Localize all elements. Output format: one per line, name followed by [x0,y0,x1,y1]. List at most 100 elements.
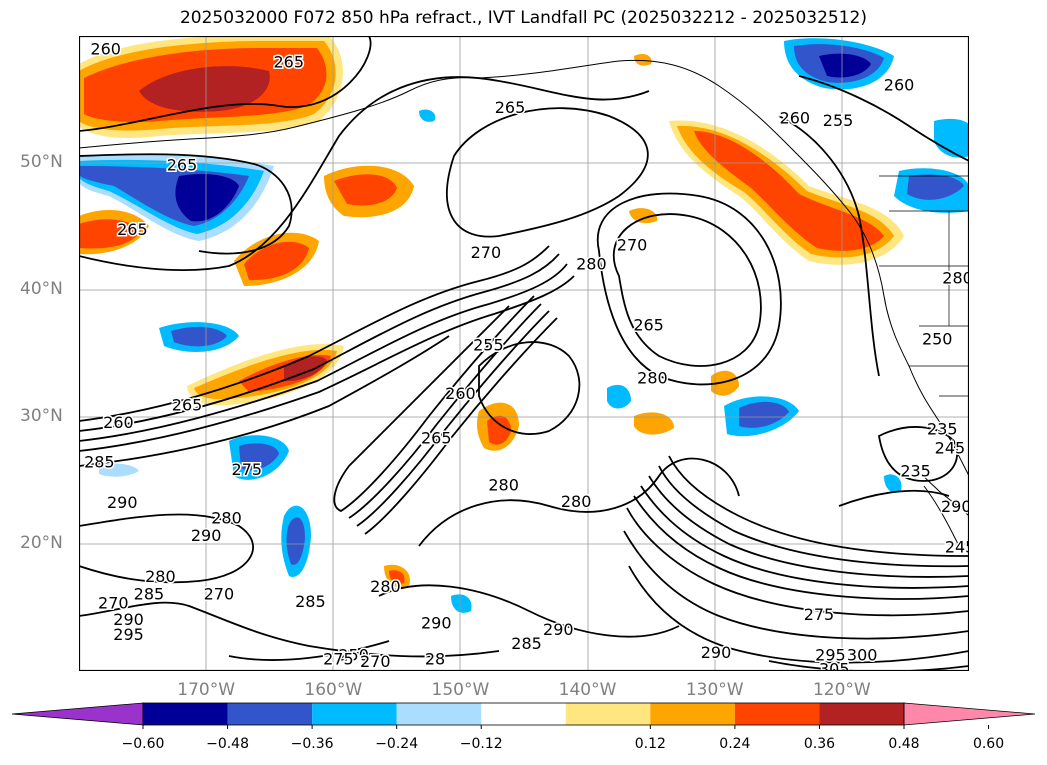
contour-line [626,507,969,617]
contour-label: 235 [927,419,958,438]
contour-line [356,310,550,527]
shade-negative-sm1 [451,594,472,613]
contour-label: 300 [847,645,878,664]
colorbar-tick-label: 0.60 [972,736,1005,752]
shade-negative-sm4 [99,463,139,477]
shade-positive-sm3 [634,53,652,66]
shade-positive-c2-core [334,174,397,206]
colorbar-segment [734,703,820,725]
contour-line [640,485,969,589]
refractivity-contours [79,36,969,671]
contour-label: 280 [576,254,607,273]
shade-positive-se1 [711,370,739,396]
contour-label: 245 [945,538,969,557]
colorbar-segment [312,703,397,725]
contour-line [648,475,969,578]
shade-negative-c3-inner [171,326,227,347]
contour-line [658,465,969,568]
shade-negative-se-inner [739,401,789,428]
contour-line [79,245,550,422]
contour-line [623,530,969,640]
contour-label: 285 [511,634,542,653]
contour-label: 265 [167,155,198,174]
contour-label: 28 [425,649,445,668]
contour-line [228,640,390,661]
contour-line [79,153,293,255]
colorbar-segment [481,703,566,725]
contour-label: 245 [935,438,966,457]
lon-tick-label: 130°W [685,680,744,700]
contour-line [418,457,740,547]
lon-tick-label: 140°W [558,680,617,700]
shade-negative-sm3 [884,474,902,493]
colorbar-tick-label: 0.36 [803,736,836,752]
contour-label: 260 [90,40,121,59]
contour-line [333,295,535,513]
contour-label: 265 [495,98,526,117]
map-title: 2025032000 F072 850 hPa refract., IVT La… [179,8,867,28]
contour-line [778,115,880,377]
contour-line [348,303,542,519]
lon-tick-label: 120°W [812,680,871,700]
shade-negative-e-inner [907,174,964,200]
shade-negative-sm2 [419,109,436,122]
contour-line [79,335,450,467]
contour-label: 260 [780,108,811,127]
shade-positive-sm2 [629,208,658,224]
contour-line [446,107,649,238]
contour-label: 290 [113,610,144,629]
contour-label: 285 [134,585,165,604]
shade-positive-c1-core [244,241,309,281]
lat-tick-label: 50°N [20,152,63,172]
contour-label: 285 [295,592,326,611]
contour-label: 265 [274,52,305,71]
contour-label: 265 [172,395,203,414]
colorbar-extend-high [903,702,1036,726]
shade-negative-c5-inner [239,443,279,471]
contour-label: 250 [922,329,953,348]
colorbar-segment [396,703,482,725]
contour-line [633,495,969,600]
contour-label: 250 [338,645,369,664]
colorbar-tick-label: 0.48 [888,736,920,752]
shade-positive-coast-core [694,131,884,251]
contour-line [838,489,950,507]
contour-label: 260 [103,413,134,432]
graticule [79,36,969,671]
refractivity-shading [79,36,969,613]
contour-label: 295 [815,645,846,664]
lon-tick-label: 150°W [431,680,490,700]
contour-label: 290 [191,526,222,545]
map-border [79,36,969,671]
shade-negative-w-core [175,174,239,222]
contour-label: 290 [107,493,138,512]
contour-label: 280 [637,369,668,388]
contour-line [612,213,762,367]
contour-line [878,426,959,482]
contour-line [478,341,581,435]
contour-label: 280 [211,508,242,527]
contour-label: 265 [421,428,452,447]
contour-line [79,263,568,442]
map-panel: 260 265 265 265 265 260 255 260 270 280 270 265 280 2… [79,36,969,671]
contour-line [378,584,680,638]
lat-tick-label: 20°N [20,533,63,553]
contour-label: 255 [823,111,854,130]
contour-line [79,253,560,432]
contour-label: 270 [617,235,648,254]
shade-negative-ne-core [819,53,871,78]
contour-line [79,513,254,584]
contour-label: 275 [804,605,835,624]
colorbar-tick-label: −0.12 [459,736,503,752]
colorbar-tick-label: −0.60 [121,736,165,752]
colorbar-tick-label: 0.24 [719,736,751,752]
shade-positive-sm1-core [389,570,405,584]
contour-label: 290 [941,497,969,516]
contour-line [798,75,969,162]
contour-line [364,317,558,535]
contour-label: 290 [543,620,574,639]
colorbar-segment [650,703,735,725]
contour-line [596,192,782,386]
lat-tick-label: 30°N [20,406,63,426]
contour-label: 255 [473,336,504,355]
